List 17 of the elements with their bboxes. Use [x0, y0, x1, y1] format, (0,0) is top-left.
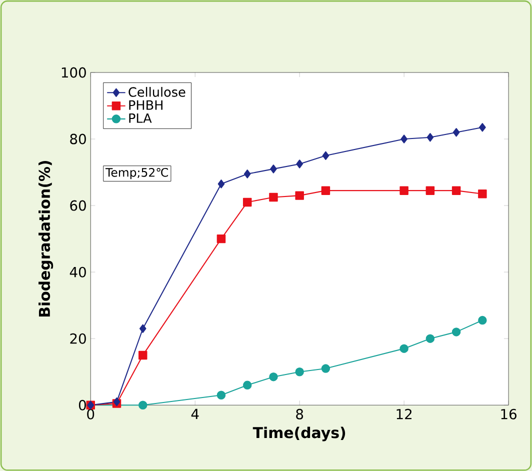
legend-label: PHBH — [129, 100, 162, 110]
y-tick-label: 40 — [70, 266, 86, 278]
legend-label: PLA — [129, 113, 152, 123]
legend-label: Cellulose — [128, 86, 186, 97]
y-tick-label: 100 — [62, 67, 86, 78]
annotation: Temp;52℃ — [105, 168, 168, 180]
x-axis-title: Time(days) — [252, 426, 346, 442]
y-tick-label: 80 — [70, 134, 86, 144]
y-tick-label: 60 — [70, 200, 86, 211]
x-tick-label: 8 — [296, 408, 304, 420]
y-axis-title: Biodegradation(%) — [38, 160, 54, 316]
y-tick-label: 20 — [70, 333, 86, 344]
x-tick-label: 12 — [396, 408, 412, 420]
x-tick-label: 4 — [191, 408, 199, 419]
x-tick-label: 16 — [501, 408, 516, 420]
y-tick-label: 0 — [78, 400, 86, 410]
x-tick-label: 0 — [87, 408, 94, 420]
